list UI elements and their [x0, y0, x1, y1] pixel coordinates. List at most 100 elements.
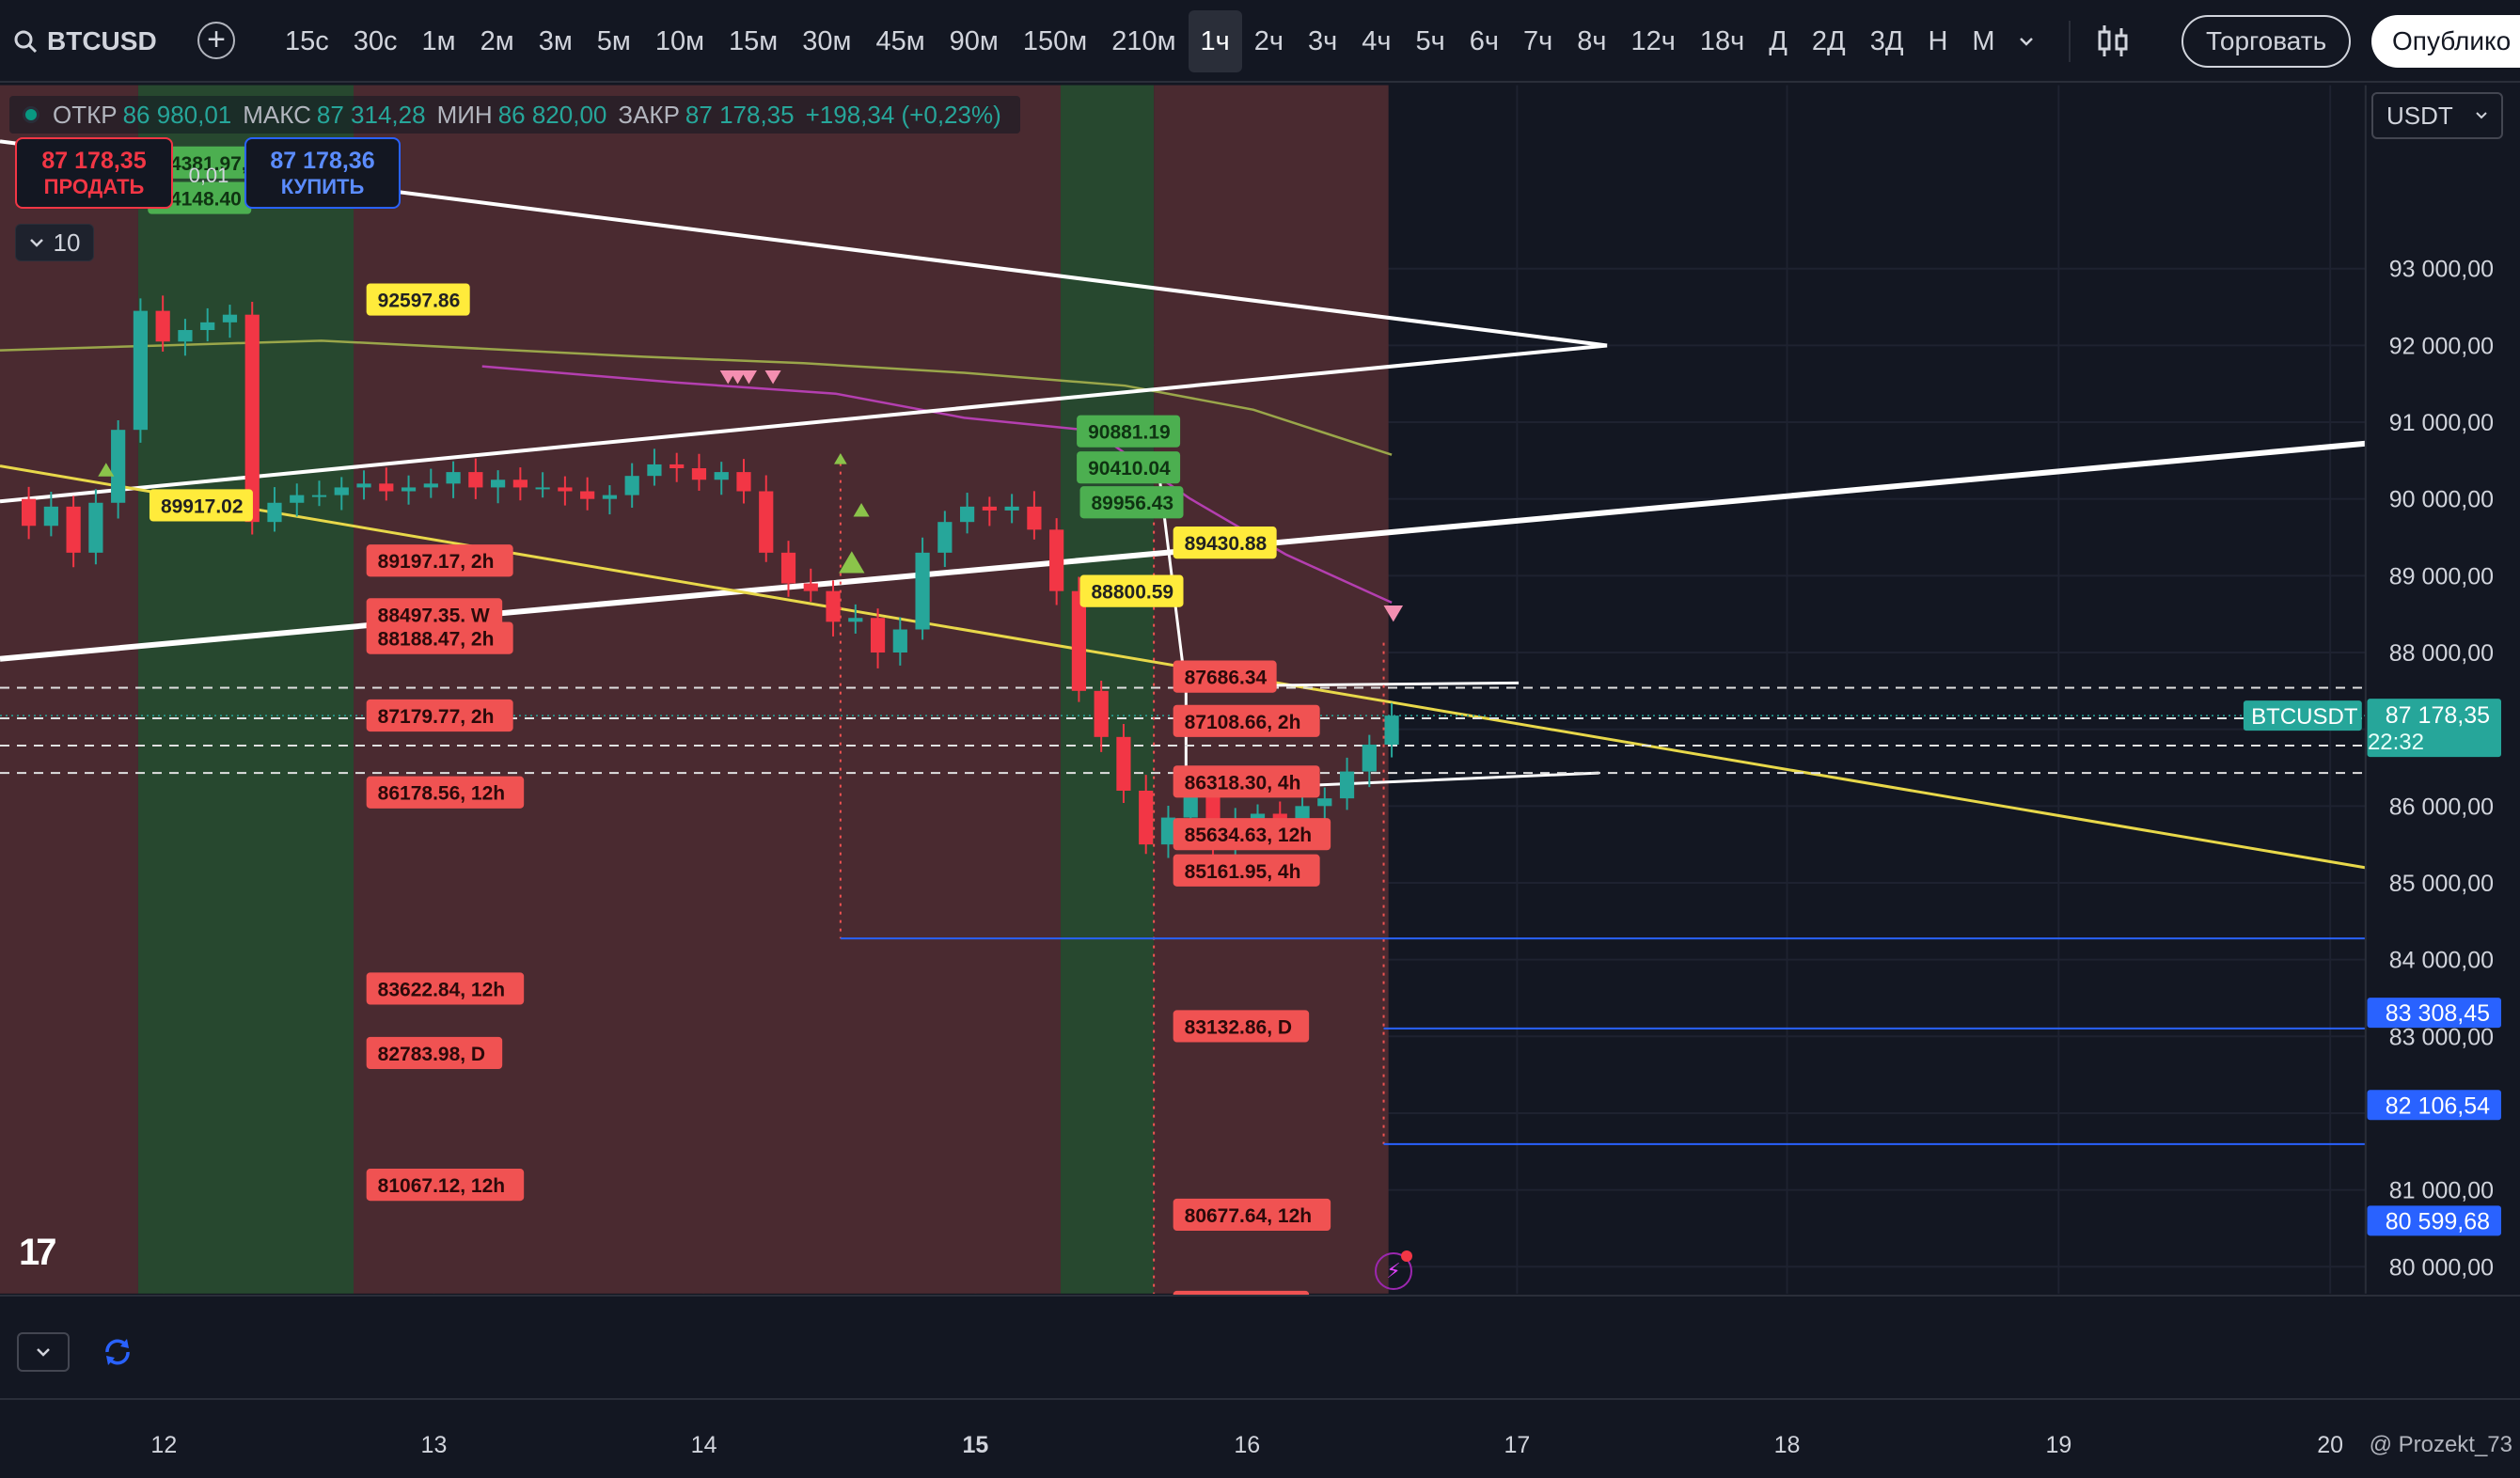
candle-body — [736, 472, 751, 492]
candle-body — [848, 618, 863, 622]
buy-signal-marker — [853, 502, 870, 517]
triangle-lower-line — [0, 343, 1608, 504]
annotation-text: 86178.56, 12h — [378, 783, 505, 805]
annotation-bg — [1079, 574, 1184, 607]
annotation-bg — [1173, 1198, 1331, 1232]
level-labels: 94381.97, 4h94148.4092597.8689917.028919… — [148, 146, 1331, 1295]
annotation-text: 83622.84, 12h — [378, 979, 505, 1000]
interval-22[interactable]: 18ч — [1699, 25, 1745, 56]
annotation-text: 81067.12, 12h — [378, 1175, 505, 1197]
interval-2[interactable]: 1м — [421, 25, 456, 56]
candle-body — [937, 522, 953, 553]
time-axis[interactable]: @ Prozekt_73 12 13 14 15 16 17 18 19 20 — [0, 1398, 2520, 1478]
interval-10[interactable]: 90м — [949, 25, 999, 56]
candle-body — [915, 552, 930, 630]
lots-selector[interactable]: 10 — [15, 224, 94, 261]
notification-dot — [1401, 1250, 1412, 1262]
interval-21[interactable]: 12ч — [1630, 25, 1676, 56]
sync-icon[interactable] — [100, 1334, 135, 1370]
low-value: 86 820,00 — [497, 100, 607, 129]
interval-15[interactable]: 3ч — [1308, 25, 1338, 56]
candle-body — [624, 476, 639, 495]
price-annotation: 79477.80, D — [1173, 1290, 1310, 1295]
annotation-bg — [366, 1169, 525, 1202]
price-annotation: 87108.66, 2h — [1173, 704, 1320, 737]
candle-body — [88, 502, 103, 553]
annotation-text: 89956.43 — [1092, 493, 1174, 514]
price-annotation: 88188.47, 2h — [366, 621, 513, 654]
trade-button[interactable]: Торговать — [2181, 15, 2352, 68]
interval-more-button[interactable] — [2008, 10, 2045, 72]
candle-body — [759, 491, 774, 553]
time-label: 18 — [1773, 1432, 1801, 1458]
symbol-name: BTCUSD — [47, 26, 157, 55]
tradingview-logo[interactable]: 17 — [19, 1232, 56, 1273]
compare-add-icon[interactable]: + — [197, 22, 235, 59]
price-tick: 83 000,00 — [2389, 1024, 2494, 1050]
open-value: 86 980,01 — [122, 100, 232, 129]
annotation-text: 94148.40 — [159, 189, 242, 211]
symbol-tag-text: BTCUSDT — [2251, 704, 2358, 730]
interval-3[interactable]: 2м — [480, 25, 514, 56]
interval-18[interactable]: 6ч — [1469, 25, 1500, 56]
chart-pane[interactable]: 94381.97, 4h 94148.40 92597.86 89917.02 8919… — [0, 85, 2520, 1295]
candle-body — [111, 430, 126, 503]
time-label: 12 — [150, 1432, 178, 1458]
interval-26[interactable]: Н — [1928, 25, 1948, 56]
annotation-bg — [1173, 660, 1277, 693]
annotation-bg — [366, 699, 513, 732]
candles-icon[interactable] — [2092, 23, 2134, 60]
interval-14[interactable]: 2ч — [1253, 25, 1284, 56]
collapse-panel-button[interactable] — [17, 1332, 70, 1372]
price-annotation: 87686.34 — [1173, 660, 1277, 693]
interval-9[interactable]: 45м — [875, 25, 925, 56]
interval-27[interactable]: М — [1972, 25, 1995, 56]
interval-19[interactable]: 7ч — [1523, 25, 1553, 56]
interval-1[interactable]: 30с — [353, 25, 398, 56]
interval-24[interactable]: 2Д — [1811, 25, 1846, 56]
sell-button[interactable]: 87 178,35 ПРОДАТЬ — [15, 137, 173, 209]
candle-body — [1250, 813, 1266, 822]
candle-body — [379, 483, 394, 492]
axis-level-text: 83 308,45 — [2386, 1000, 2490, 1027]
interval-20[interactable]: 8ч — [1577, 25, 1607, 56]
currency-select[interactable]: USDT — [2371, 92, 2503, 139]
symbol-tag — [2243, 700, 2362, 731]
interval-11[interactable]: 150м — [1022, 25, 1088, 56]
price-annotation: 80677.64, 12h — [1173, 1198, 1331, 1232]
annotation-text: 87108.66, 2h — [1185, 712, 1301, 733]
interval-0[interactable]: 15с — [285, 25, 329, 56]
high-value: 87 314,28 — [316, 100, 426, 129]
interval-25[interactable]: 3Д — [1869, 25, 1904, 56]
interval-8[interactable]: 30м — [802, 25, 852, 56]
candle-body — [155, 310, 170, 342]
candle-body — [959, 506, 975, 523]
interval-16[interactable]: 4ч — [1362, 25, 1392, 56]
interval-13[interactable]: 1ч — [1188, 10, 1242, 72]
axis-level-tag — [2367, 1090, 2501, 1121]
flash-icon[interactable]: ⚡ — [1375, 1252, 1412, 1290]
interval-4[interactable]: 3м — [538, 25, 573, 56]
candle-body — [1027, 506, 1042, 530]
candle-body — [21, 498, 37, 527]
interval-7[interactable]: 15м — [729, 25, 779, 56]
price-axis[interactable]: 93 000,00 92 000,00 91 000,00 90 000,00 89 0… — [2243, 85, 2520, 1295]
interval-17[interactable]: 5ч — [1415, 25, 1445, 56]
candle-body — [535, 487, 550, 490]
publish-button[interactable]: Опублико — [2371, 15, 2520, 68]
interval-6[interactable]: 10м — [654, 25, 705, 56]
buy-button[interactable]: 87 178,36 КУПИТЬ — [244, 137, 401, 209]
candle-body — [267, 502, 282, 523]
candle-body — [780, 552, 796, 584]
symbol-search[interactable]: BTCUSD — [13, 21, 157, 62]
candle-body — [200, 322, 215, 331]
chart-canvas[interactable]: 94381.97, 4h94148.4092597.8689917.028919… — [0, 85, 2520, 1295]
annotation-bg — [366, 621, 513, 654]
candle-body — [290, 495, 305, 503]
market-status-icon[interactable] — [23, 106, 39, 123]
interval-23[interactable]: Д — [1769, 25, 1788, 56]
candle-body — [691, 468, 707, 480]
interval-5[interactable]: 5м — [596, 25, 631, 56]
candle-body — [356, 483, 371, 488]
interval-12[interactable]: 210м — [1111, 25, 1176, 56]
